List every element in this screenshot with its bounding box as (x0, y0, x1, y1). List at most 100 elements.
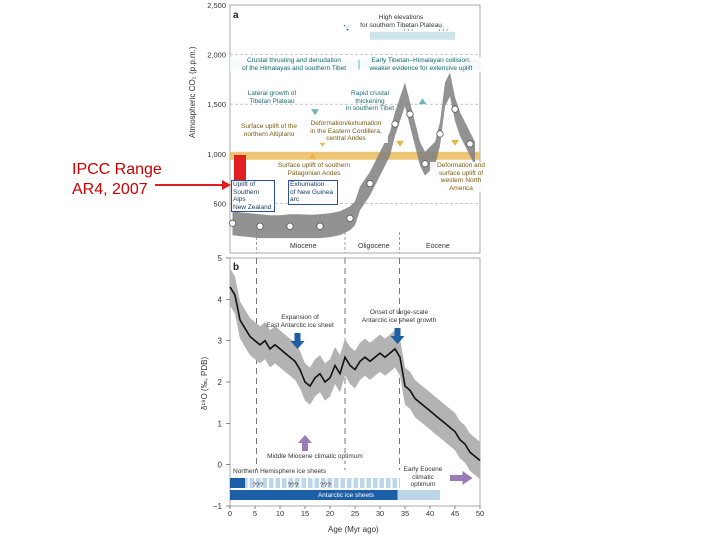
annotation-east-antarctic: Expansion of East Antarctic ice sheet (266, 314, 334, 329)
arrow-early-eocene (450, 471, 473, 485)
panel-a-ylabel: Atmospheric CO₂ (p.p.m.) (188, 46, 197, 138)
annotation-middle-miocene: Middle Miocene climatic optimum (262, 453, 368, 461)
bar-dash-gap (390, 478, 393, 488)
annotation-lateral-growth: Lateral growth of Tibetan Plateau (247, 90, 297, 105)
bar-dash-gap (377, 478, 380, 488)
bar-dash-gap (273, 478, 276, 488)
panel-b-ytick-label: 3 (218, 337, 223, 346)
panel-a-arrow (451, 139, 459, 146)
co2-proxy-point (421, 160, 429, 168)
bar-antarctic-dashed (397, 490, 440, 500)
bar-dash-gap (364, 478, 367, 488)
bar-northern-hemisphere-dashed (245, 478, 400, 488)
panel-a-ytick-label: 2,500 (207, 1, 226, 10)
bar-dash-gap (358, 478, 360, 488)
bar-dash-gap (319, 478, 321, 488)
bar-dash-gap (247, 478, 250, 488)
bar-antarctic-solid (230, 490, 398, 500)
arrow-east-antarctic (290, 333, 305, 349)
bar-dash-gap (312, 478, 315, 488)
bar-dash-gap (338, 478, 341, 488)
bar-dash-gap (371, 478, 373, 488)
isotope-envelope-area (230, 268, 480, 480)
annotation-rapid-thickening: Rapid crustal thickening in southern Tib… (345, 90, 395, 112)
co2-proxy-point (366, 179, 374, 188)
annotation-crustal-thrusting: Crustal thrusting and denudation of the … (230, 57, 358, 72)
epoch-oligocene: Oligocene (358, 243, 390, 250)
bar-dash-gap (293, 478, 295, 488)
bar-dash-gap (325, 478, 328, 488)
co2-envelope-area (232, 72, 475, 239)
panel-b-ytick-label: 2 (218, 378, 223, 387)
bar-dash-gap (286, 478, 289, 488)
annotation-altiplano: Surface uplift of the northern Altiplano (232, 123, 306, 138)
panel-b-ytick-label: 1 (218, 419, 223, 428)
bar-dash-gap (384, 478, 386, 488)
panel-a-ytick-label: 1,500 (207, 100, 226, 109)
panel-b-question-mark: ??? (253, 482, 264, 489)
co2-proxy-point (346, 214, 354, 222)
panel-a-arrow (396, 140, 404, 147)
co2-proxy-point (228, 219, 237, 227)
epoch-miocene: Miocene (290, 243, 317, 250)
co2-proxy-point (286, 222, 294, 230)
co2-proxy-point (451, 105, 459, 113)
bar-dash-gap (267, 478, 269, 488)
bar-dash-gap (260, 478, 263, 488)
panel-b-xtick-label: 20 (326, 509, 334, 518)
annotation-early-collision: Early Tibetan–Himalayan collision: weake… (360, 57, 482, 72)
panel-a-letter: a (233, 10, 239, 21)
panel-b-xtick-label: 35 (401, 509, 409, 518)
panel-b-question-mark: ??? (320, 482, 331, 489)
panel-b-xtick-label: 5 (253, 509, 257, 518)
isotope-line (229, 286, 481, 462)
panel-b-xtick-label: 25 (351, 509, 359, 518)
panel-b-ytick-label: 5 (218, 254, 223, 263)
panel-b-ylabel: δ¹⁸O (‰, PDB) (200, 356, 209, 410)
bar-dash-gap (280, 478, 282, 488)
panel-b-xtick-label: 10 (276, 509, 284, 518)
bar-label-northern-hemisphere: Northern Hemisphere ice sheets (233, 468, 327, 475)
callout-arrow-head (222, 180, 231, 190)
bar-dash-gap (345, 478, 347, 488)
panel-b-ytick-label: −1 (213, 502, 223, 511)
bar-dash-gap (254, 478, 256, 488)
teal-dashed-high-elevation (370, 31, 455, 40)
annotation-early-eocene: Early Eocene climatic optimum (403, 466, 443, 488)
panel-b-xtick-label: 15 (301, 509, 309, 518)
arrow-antarctic-onset (390, 328, 405, 344)
panel-b-xtick-label: 45 (451, 509, 459, 518)
annotation-high-elevations: High elevations for southern Tibetan Pla… (345, 14, 457, 29)
co2-proxy-point (406, 110, 414, 118)
bar-dash-gap (332, 478, 334, 488)
panel-b-xlabel: Age (Myr ago) (328, 525, 379, 534)
annotation-new-guinea: Exhumation of New Guinea arc (288, 180, 338, 205)
annotation-antarctic-onset: Onset of large-scale Antarctic ice sheet… (361, 309, 437, 324)
panel-a-ytick-label: 500 (213, 199, 226, 208)
gold-band-andes (230, 151, 480, 160)
co2-proxy-point (436, 130, 444, 138)
epoch-eocene: Eocene (426, 243, 450, 250)
panel-b-xtick-label: 30 (376, 509, 384, 518)
panel-b-question-mark: ??? (288, 482, 299, 489)
co2-proxy-point (316, 222, 324, 230)
panel-a-arrow (308, 152, 317, 159)
annotation-eastern-cordillera: Deformation/exhumation in the Eastern Co… (304, 120, 388, 143)
panel-b-xtick-label: 40 (426, 509, 434, 518)
panel-a-question-mark: ??? (438, 26, 450, 33)
co2-proxy-point (466, 140, 474, 148)
panel-a-arrow (311, 109, 319, 116)
ipcc-callout-text: IPCC Range AR4, 2007 (72, 161, 162, 198)
co2-proxy-point (256, 222, 264, 230)
panel-a-ytick-label: 2,000 (207, 51, 226, 60)
panel-b-letter: b (233, 262, 240, 273)
bar-northern-hemisphere-solid (230, 478, 245, 488)
panel-b-ytick-label: 0 (218, 461, 223, 470)
panel-b-xtick-label: 50 (476, 509, 484, 518)
panel-b-ytick-label: 4 (218, 295, 223, 304)
panel-a-arrow (418, 98, 427, 105)
annotation-southern-alps: Uplift of Southern Alps New Zealand (231, 180, 275, 212)
panel-a-question-mark: ??? (403, 26, 415, 33)
